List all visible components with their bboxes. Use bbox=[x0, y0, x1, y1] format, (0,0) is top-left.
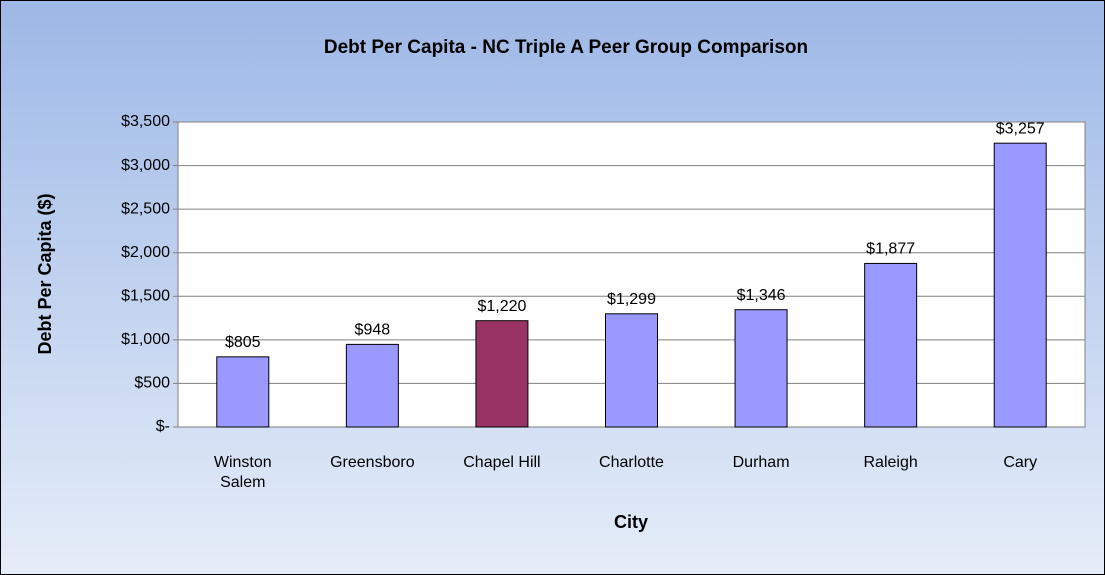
data-label: $805 bbox=[225, 334, 261, 351]
bar bbox=[864, 262, 918, 428]
x-tick-label: Greensboro bbox=[330, 454, 415, 471]
data-label: $948 bbox=[355, 322, 391, 339]
x-tick-label: Cary bbox=[1003, 454, 1038, 471]
bar bbox=[993, 142, 1047, 428]
x-tick-label: Charlotte bbox=[599, 454, 664, 471]
data-label: $1,220 bbox=[477, 298, 526, 315]
bar bbox=[734, 309, 788, 428]
data-label: $3,257 bbox=[996, 120, 1045, 137]
data-label: $1,299 bbox=[607, 291, 656, 308]
y-tick-label: $500 bbox=[134, 375, 170, 392]
y-axis-label: Debt Per Capita ($) bbox=[35, 193, 55, 354]
data-label: $1,877 bbox=[866, 241, 915, 258]
x-axis-label: City bbox=[614, 512, 648, 532]
y-tick-label: $2,500 bbox=[121, 200, 170, 217]
y-tick-label: $1,000 bbox=[121, 331, 170, 348]
y-tick-label: $- bbox=[156, 418, 170, 435]
chart-title: Debt Per Capita - NC Triple A Peer Group… bbox=[324, 37, 808, 58]
y-tick-label: $2,000 bbox=[121, 244, 170, 261]
x-tick-label: Winston Salem bbox=[213, 454, 272, 491]
y-tick-label: $1,500 bbox=[121, 288, 170, 305]
y-tick-label: $3,500 bbox=[121, 113, 170, 130]
bar bbox=[475, 320, 529, 428]
bar bbox=[216, 356, 270, 428]
bar bbox=[345, 343, 399, 428]
x-tick-label: Durham bbox=[732, 454, 790, 471]
y-tick-label: $3,000 bbox=[121, 157, 170, 174]
x-tick-label: Chapel Hill bbox=[463, 454, 541, 471]
data-label: $1,346 bbox=[737, 287, 786, 304]
x-tick-label: Raleigh bbox=[863, 454, 918, 471]
bar bbox=[605, 313, 658, 428]
